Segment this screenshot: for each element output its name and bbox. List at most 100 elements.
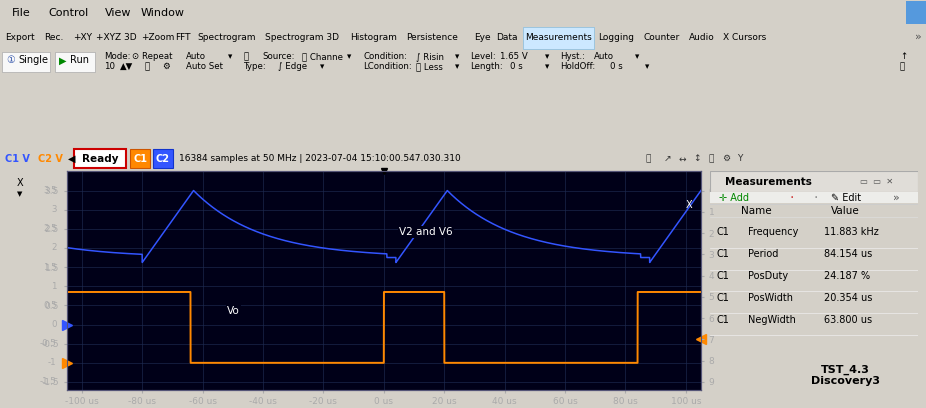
Text: Rec.: Rec. — [44, 33, 64, 42]
Text: ▲▼: ▲▼ — [120, 62, 133, 71]
Bar — [130, 149, 150, 168]
Text: 24.187 %: 24.187 % — [824, 271, 870, 281]
Text: 20.354 us: 20.354 us — [824, 293, 872, 303]
Text: Length:: Length: — [470, 62, 503, 71]
Text: Source:: Source: — [262, 52, 294, 61]
Text: 10: 10 — [104, 62, 115, 71]
Text: ▾: ▾ — [545, 52, 549, 61]
Text: 1: 1 — [51, 282, 56, 291]
Text: ▭  ▭  ✕: ▭ ▭ ✕ — [859, 177, 893, 186]
Text: 84.154 us: 84.154 us — [824, 249, 872, 259]
Bar — [55, 52, 95, 71]
Text: -1.5: -1.5 — [40, 377, 56, 386]
Text: +XY: +XY — [73, 33, 92, 42]
Text: 🔍: 🔍 — [708, 154, 713, 163]
Text: 0: 0 — [51, 320, 56, 329]
Text: C2 V: C2 V — [38, 154, 63, 164]
Text: ▾: ▾ — [228, 52, 232, 61]
Text: PosWidth: PosWidth — [747, 293, 793, 303]
Text: Value: Value — [831, 206, 859, 216]
Text: Data: Data — [496, 33, 519, 42]
Text: ∫ Risin: ∫ Risin — [416, 52, 444, 61]
Text: 0 s: 0 s — [510, 62, 523, 71]
Text: 0 s: 0 s — [610, 62, 623, 71]
Text: ▾: ▾ — [455, 62, 459, 71]
Text: C1: C1 — [717, 293, 730, 303]
Text: X: X — [17, 178, 23, 188]
Text: ▾: ▾ — [320, 62, 324, 71]
Text: View: View — [105, 8, 131, 18]
Text: HoldOff:: HoldOff: — [560, 62, 595, 71]
Text: Measurements: Measurements — [725, 177, 811, 187]
Text: TST_4.3: TST_4.3 — [820, 365, 870, 375]
Text: ↔: ↔ — [678, 154, 686, 163]
Text: Mode:: Mode: — [104, 52, 131, 61]
Text: Level:: Level: — [470, 52, 495, 61]
Text: Histogram: Histogram — [350, 33, 396, 42]
Text: C1: C1 — [717, 228, 730, 237]
Text: Y: Y — [737, 154, 742, 163]
Text: Ready: Ready — [82, 154, 119, 164]
Text: Hyst.:: Hyst.: — [560, 52, 585, 61]
Text: PosDuty: PosDuty — [747, 271, 788, 281]
Text: Frequency: Frequency — [747, 228, 798, 237]
Text: 🔧: 🔧 — [900, 62, 905, 71]
Bar — [710, 171, 918, 192]
Text: Type:: Type: — [244, 62, 267, 71]
Text: Period: Period — [747, 249, 778, 259]
Text: ▾: ▾ — [545, 62, 549, 71]
Text: 16384 samples at 50 MHz | 2023-07-04 15:10:00.547.030.310: 16384 samples at 50 MHz | 2023-07-04 15:… — [179, 154, 460, 163]
Text: 3: 3 — [51, 205, 56, 214]
Bar — [906, 1, 926, 24]
Text: ↕: ↕ — [694, 154, 701, 163]
Text: ↗: ↗ — [663, 154, 670, 163]
Text: 1.65 V: 1.65 V — [500, 52, 528, 61]
Text: ↑: ↑ — [900, 52, 907, 61]
Text: C1: C1 — [717, 249, 730, 259]
Text: ∫ Edge: ∫ Edge — [278, 62, 307, 71]
Text: Name: Name — [742, 206, 772, 216]
Text: 🔔: 🔔 — [244, 52, 249, 61]
Text: Export: Export — [5, 33, 34, 42]
Text: Auto Set: Auto Set — [186, 62, 223, 71]
Text: ▶: ▶ — [59, 55, 67, 65]
Text: Vo: Vo — [227, 306, 240, 316]
Text: 2: 2 — [51, 244, 56, 253]
Text: Auto: Auto — [594, 52, 614, 61]
Bar — [153, 149, 173, 168]
Text: C1: C1 — [717, 271, 730, 281]
Text: File: File — [12, 8, 31, 18]
Text: Run: Run — [70, 55, 89, 65]
Text: ①: ① — [6, 55, 15, 65]
Text: Condition:: Condition: — [363, 52, 407, 61]
Text: ·: · — [814, 191, 819, 204]
Text: Control: Control — [48, 8, 88, 18]
Text: ✛ Add: ✛ Add — [719, 193, 748, 202]
Text: »: » — [893, 193, 899, 202]
Text: NegWidth: NegWidth — [747, 315, 795, 325]
Text: 0.5: 0.5 — [43, 301, 56, 310]
Text: C1: C1 — [717, 315, 730, 325]
Text: 🟠 Channe: 🟠 Channe — [302, 52, 343, 61]
Text: ✎ Edit: ✎ Edit — [831, 193, 860, 202]
Text: ▾: ▾ — [455, 52, 459, 61]
Text: 2.5: 2.5 — [43, 224, 56, 233]
Text: Eye: Eye — [474, 33, 491, 42]
Text: Spectrogram: Spectrogram — [198, 33, 257, 42]
Text: C1 V: C1 V — [5, 154, 30, 164]
Text: 11.883 kHz: 11.883 kHz — [824, 228, 879, 237]
Text: ◀: ◀ — [68, 154, 75, 164]
Text: 1.5: 1.5 — [43, 263, 56, 272]
Text: ▾: ▾ — [645, 62, 649, 71]
Text: Persistence: Persistence — [407, 33, 458, 42]
Text: ·: · — [789, 191, 794, 204]
Text: ▾: ▾ — [635, 52, 639, 61]
Bar — [523, 27, 594, 49]
Text: Spectrogram 3D: Spectrogram 3D — [266, 33, 340, 42]
Text: 63.800 us: 63.800 us — [824, 315, 872, 325]
Text: Window: Window — [141, 8, 185, 18]
Text: FFT: FFT — [175, 33, 191, 42]
Text: Single: Single — [18, 55, 48, 65]
Bar — [710, 192, 918, 203]
Text: Audio: Audio — [689, 33, 714, 42]
